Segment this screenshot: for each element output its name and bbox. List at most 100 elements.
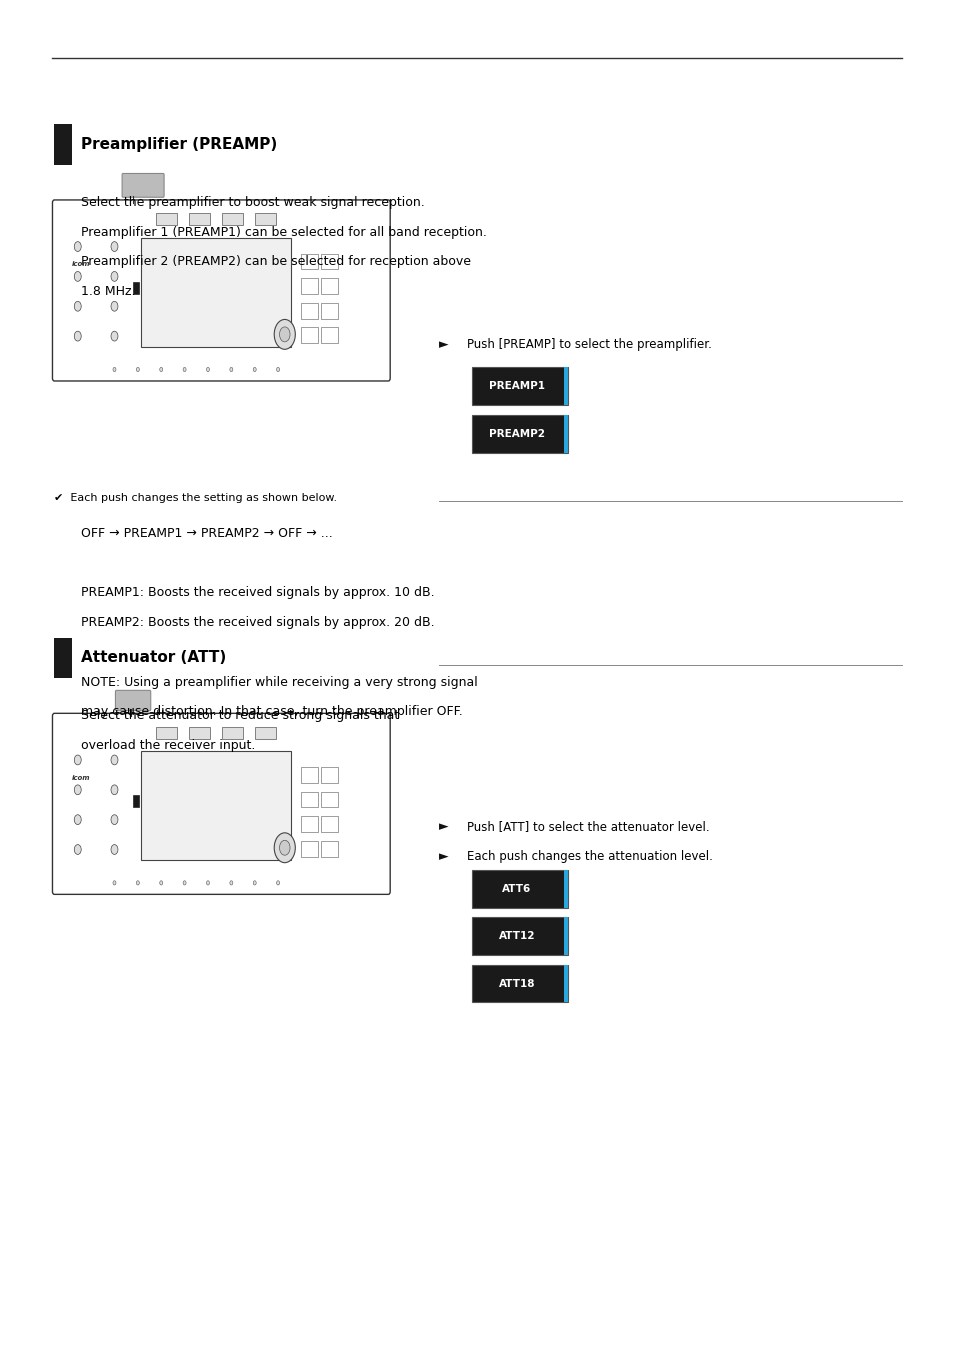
Circle shape xyxy=(230,881,233,885)
Bar xyxy=(321,327,337,343)
Circle shape xyxy=(183,367,186,372)
Circle shape xyxy=(230,367,233,372)
Text: overload the receiver input.: overload the receiver input. xyxy=(81,739,255,753)
Circle shape xyxy=(111,331,118,340)
Circle shape xyxy=(276,367,279,372)
Text: Preamplifier 2 (PREAMP2) can be selected for reception above: Preamplifier 2 (PREAMP2) can be selected… xyxy=(81,255,471,269)
Bar xyxy=(301,767,317,782)
Text: Select the attenuator to reduce strong signals that: Select the attenuator to reduce strong s… xyxy=(81,709,399,723)
Circle shape xyxy=(112,881,116,885)
Circle shape xyxy=(253,881,256,885)
Bar xyxy=(472,870,567,908)
Circle shape xyxy=(159,367,163,372)
Text: ATT12: ATT12 xyxy=(498,931,535,942)
Text: ►: ► xyxy=(438,850,448,863)
Circle shape xyxy=(111,301,118,311)
FancyBboxPatch shape xyxy=(115,690,151,711)
Text: ►: ► xyxy=(438,338,448,351)
Text: NOTE: Using a preamplifier while receiving a very strong signal: NOTE: Using a preamplifier while receivi… xyxy=(81,676,477,689)
Circle shape xyxy=(111,785,118,794)
Bar xyxy=(321,767,337,782)
Bar xyxy=(563,917,567,955)
Text: Attenuator (ATT): Attenuator (ATT) xyxy=(81,650,226,666)
Text: Each push changes the attenuation level.: Each push changes the attenuation level. xyxy=(467,850,713,863)
Bar xyxy=(563,965,567,1002)
Bar xyxy=(563,415,567,453)
Bar xyxy=(321,254,337,269)
Circle shape xyxy=(74,815,81,824)
Circle shape xyxy=(111,815,118,824)
Text: may cause distortion. In that case, turn the preamplifier OFF.: may cause distortion. In that case, turn… xyxy=(81,705,462,719)
Circle shape xyxy=(136,367,139,372)
Bar xyxy=(472,415,567,453)
Text: Select the preamplifier to boost weak signal reception.: Select the preamplifier to boost weak si… xyxy=(81,196,424,209)
Circle shape xyxy=(253,367,256,372)
Circle shape xyxy=(74,242,81,251)
Bar xyxy=(189,727,210,739)
Bar xyxy=(189,213,210,226)
Text: ATT18: ATT18 xyxy=(498,978,535,989)
Bar xyxy=(156,213,177,226)
Circle shape xyxy=(206,367,210,372)
Bar xyxy=(301,792,317,808)
Circle shape xyxy=(112,367,116,372)
Circle shape xyxy=(74,272,81,281)
Bar xyxy=(301,254,317,269)
Circle shape xyxy=(74,844,81,854)
Circle shape xyxy=(111,242,118,251)
Text: Preamplifier 1 (PREAMP1) can be selected for all band reception.: Preamplifier 1 (PREAMP1) can be selected… xyxy=(81,226,486,239)
Text: icom: icom xyxy=(71,774,91,781)
Text: Push [PREAMP] to select the preamplifier.: Push [PREAMP] to select the preamplifier… xyxy=(467,338,712,351)
Bar xyxy=(255,213,276,226)
Bar xyxy=(321,840,337,857)
Circle shape xyxy=(74,785,81,794)
FancyBboxPatch shape xyxy=(52,200,390,381)
Text: ✔  Each push changes the setting as shown below.: ✔ Each push changes the setting as shown… xyxy=(54,493,337,503)
Circle shape xyxy=(74,301,81,311)
Text: ►: ► xyxy=(438,820,448,834)
Bar xyxy=(141,751,292,861)
Bar xyxy=(222,727,243,739)
Circle shape xyxy=(159,881,163,885)
Circle shape xyxy=(136,881,139,885)
Bar xyxy=(563,870,567,908)
Text: PREAMP2: Boosts the received signals by approx. 20 dB.: PREAMP2: Boosts the received signals by … xyxy=(81,616,435,630)
Bar xyxy=(141,238,292,347)
Bar xyxy=(301,816,317,832)
Bar xyxy=(321,816,337,832)
Circle shape xyxy=(74,755,81,765)
Bar xyxy=(321,303,337,319)
Bar xyxy=(301,840,317,857)
Text: ATT6: ATT6 xyxy=(502,884,531,894)
Bar xyxy=(472,917,567,955)
Text: PREAMP2: PREAMP2 xyxy=(489,428,544,439)
Text: OFF → PREAMP1 → PREAMP2 → OFF → ...: OFF → PREAMP1 → PREAMP2 → OFF → ... xyxy=(81,527,333,540)
Bar xyxy=(472,367,567,405)
FancyBboxPatch shape xyxy=(52,713,390,894)
Circle shape xyxy=(74,331,81,340)
Bar xyxy=(301,327,317,343)
Circle shape xyxy=(279,840,290,855)
Circle shape xyxy=(111,272,118,281)
Bar xyxy=(255,727,276,739)
Bar xyxy=(321,792,337,808)
Bar xyxy=(156,727,177,739)
Circle shape xyxy=(183,881,186,885)
FancyBboxPatch shape xyxy=(122,173,164,197)
Text: PREAMP1: Boosts the received signals by approx. 10 dB.: PREAMP1: Boosts the received signals by … xyxy=(81,586,435,600)
Bar xyxy=(54,638,71,678)
Text: Push [ATT] to select the attenuator level.: Push [ATT] to select the attenuator leve… xyxy=(467,820,709,834)
Bar xyxy=(132,794,139,808)
Bar xyxy=(301,278,317,295)
Circle shape xyxy=(274,832,295,863)
Text: 1.8 MHz.: 1.8 MHz. xyxy=(81,285,135,299)
Circle shape xyxy=(111,844,118,854)
Circle shape xyxy=(206,881,210,885)
Circle shape xyxy=(274,319,295,350)
Bar xyxy=(563,367,567,405)
Circle shape xyxy=(276,881,279,885)
Circle shape xyxy=(111,755,118,765)
Bar xyxy=(54,124,71,165)
Bar xyxy=(472,965,567,1002)
Bar xyxy=(301,303,317,319)
